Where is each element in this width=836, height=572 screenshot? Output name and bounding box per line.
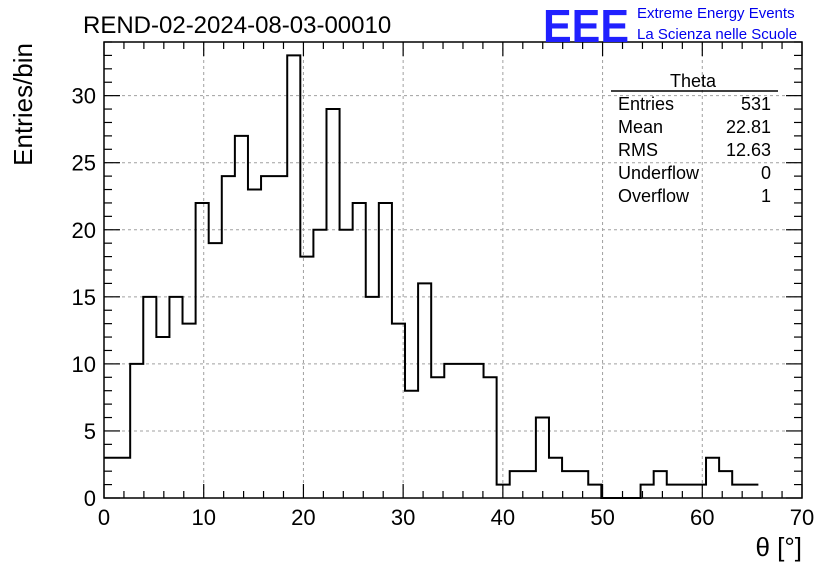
stats-title: Theta xyxy=(670,71,717,91)
stats-row-value: 531 xyxy=(741,94,771,114)
histogram-outline xyxy=(104,54,759,499)
x-tick-label: 30 xyxy=(391,505,415,530)
x-tick-label: 10 xyxy=(191,505,215,530)
stats-row-value: 22.81 xyxy=(726,117,771,137)
stats-row-value: 0 xyxy=(761,163,771,183)
x-tick-labels: 0 10 20 30 40 50 60 70 xyxy=(98,505,814,530)
y-tick-label: 10 xyxy=(72,352,96,377)
logo-line-1: Extreme Energy Events xyxy=(637,5,795,22)
eee-logo: EEE Extreme Energy Events La Scienza nel… xyxy=(543,0,797,52)
x-tick-label: 0 xyxy=(98,505,110,530)
stats-box: Theta Entries 531 Mean 22.81 RMS 12.63 Underfl… xyxy=(611,71,778,206)
axis-ticks xyxy=(103,41,803,499)
x-tick-label: 60 xyxy=(690,505,714,530)
x-tick-label: 20 xyxy=(291,505,315,530)
stats-row-label: RMS xyxy=(618,140,658,160)
plot-frame xyxy=(103,41,803,499)
stats-row-label: Mean xyxy=(618,117,663,137)
y-tick-label: 15 xyxy=(72,285,96,310)
stats-rows: Entries 531 Mean 22.81 RMS 12.63 Underflow 0 Ove… xyxy=(618,94,771,206)
logo-mark: EEE xyxy=(543,0,629,52)
y-tick-label: 30 xyxy=(72,84,96,109)
logo-line-2: La Scienza nelle Scuole xyxy=(637,26,797,43)
y-axis-title: Entries/bin xyxy=(8,43,38,166)
chart-title: REND-02-2024-08-03-00010 xyxy=(83,12,391,39)
grid xyxy=(104,42,802,498)
y-tick-label: 0 xyxy=(84,486,96,511)
stats-row-label: Underflow xyxy=(618,163,700,183)
stats-row-value: 12.63 xyxy=(726,140,771,160)
x-axis-title: θ [°] xyxy=(755,532,802,562)
stats-row-label: Entries xyxy=(618,94,674,114)
y-tick-labels: 0 5 10 15 20 25 30 xyxy=(72,84,96,511)
x-tick-label: 70 xyxy=(790,505,814,530)
y-tick-label: 25 xyxy=(72,151,96,176)
x-tick-label: 50 xyxy=(590,505,614,530)
stats-row-value: 1 xyxy=(761,186,771,206)
stats-row-label: Overflow xyxy=(618,186,690,206)
y-tick-label: 20 xyxy=(72,218,96,243)
x-tick-label: 40 xyxy=(491,505,515,530)
y-tick-label: 5 xyxy=(84,419,96,444)
